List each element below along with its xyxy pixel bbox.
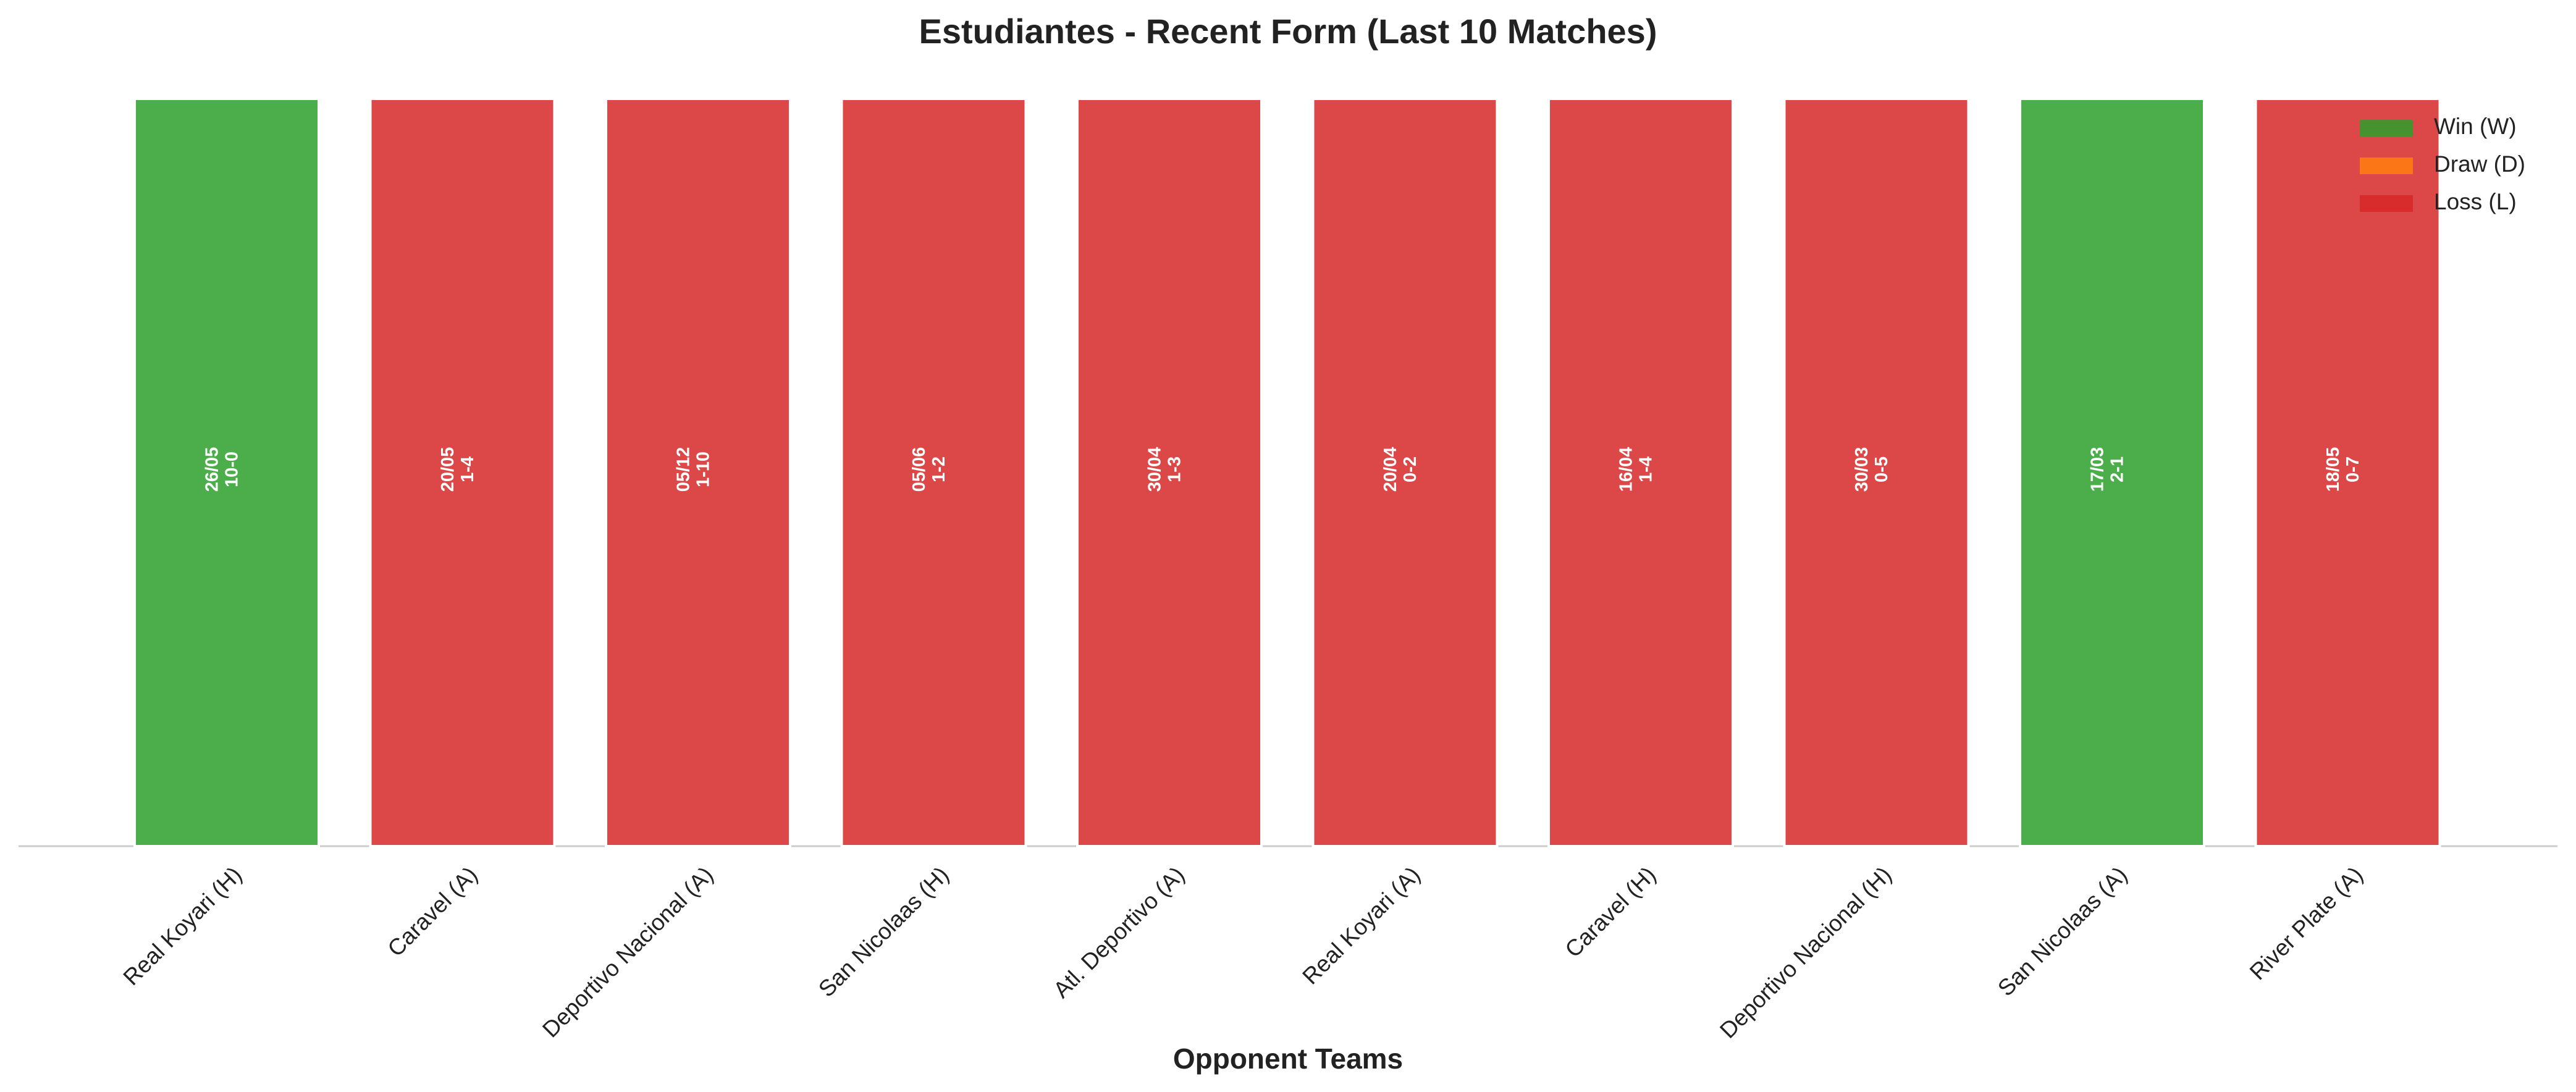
bar-score-label: 1-3 <box>1165 456 1185 482</box>
bar-score-label: 1-10 <box>694 452 713 487</box>
bar-date-label: 05/12 <box>674 447 694 492</box>
bar-date-label: 16/04 <box>1617 447 1636 492</box>
bar-date-label: 26/05 <box>203 447 222 492</box>
x-tick-label: Caravel (H) <box>1560 862 1661 962</box>
x-tick-label: River Plate (A) <box>2245 862 2368 985</box>
bar-date-label: 18/05 <box>2323 447 2343 492</box>
x-tick-label: Atl. Deportivo (A) <box>1048 862 1189 1002</box>
bar-score-label: 0-2 <box>1400 456 1420 482</box>
bar-score-label: 1-2 <box>929 456 949 482</box>
bar <box>2254 98 2441 847</box>
bar <box>2019 98 2205 847</box>
bar-date-label: 17/03 <box>2088 447 2108 492</box>
bar <box>369 98 556 847</box>
x-tick-label: Caravel (A) <box>383 862 482 961</box>
bar-date-label: 05/06 <box>909 447 929 492</box>
bar-score-label: 1-4 <box>458 456 478 482</box>
x-axis-label: Opponent Teams <box>1173 1043 1403 1075</box>
x-tick-label: Real Koyari (H) <box>119 862 247 990</box>
legend-swatch <box>2360 158 2413 174</box>
legend-swatch <box>2360 195 2413 212</box>
bar-score-label: 0-7 <box>2343 456 2363 482</box>
x-tick-label: San Nicolaas (H) <box>814 862 954 1002</box>
bar-score-label: 2-1 <box>2108 456 2128 482</box>
legend-label: Draw (D) <box>2434 151 2525 177</box>
legend-swatch <box>2360 120 2413 136</box>
legend-label: Win (W) <box>2434 114 2517 139</box>
bar-score-label: 1-4 <box>1636 456 1656 482</box>
bar-score-label: 10-0 <box>222 452 242 487</box>
chart-title: Estudiantes - Recent Form (Last 10 Match… <box>919 12 1657 51</box>
bar <box>840 98 1027 847</box>
bar-date-label: 20/04 <box>1381 447 1400 492</box>
x-tick-label: Real Koyari (A) <box>1297 862 1425 989</box>
bar-date-label: 20/05 <box>438 447 458 492</box>
x-tick-label: Deportivo Nacional (A) <box>537 862 718 1042</box>
bar-date-label: 30/03 <box>1852 447 1872 492</box>
bar <box>1311 98 1499 847</box>
bar <box>133 98 320 847</box>
x-tick-label: San Nicolaas (A) <box>1993 862 2132 1001</box>
legend-label: Loss (L) <box>2434 189 2517 214</box>
bar-date-label: 30/04 <box>1145 447 1165 492</box>
x-tick-label: Deportivo Nacional (H) <box>1715 862 1896 1043</box>
bar <box>605 98 791 847</box>
bar-score-label: 0-5 <box>1872 456 1892 482</box>
bar <box>1076 98 1263 847</box>
bar <box>1547 98 1734 847</box>
bar <box>1783 98 1970 847</box>
